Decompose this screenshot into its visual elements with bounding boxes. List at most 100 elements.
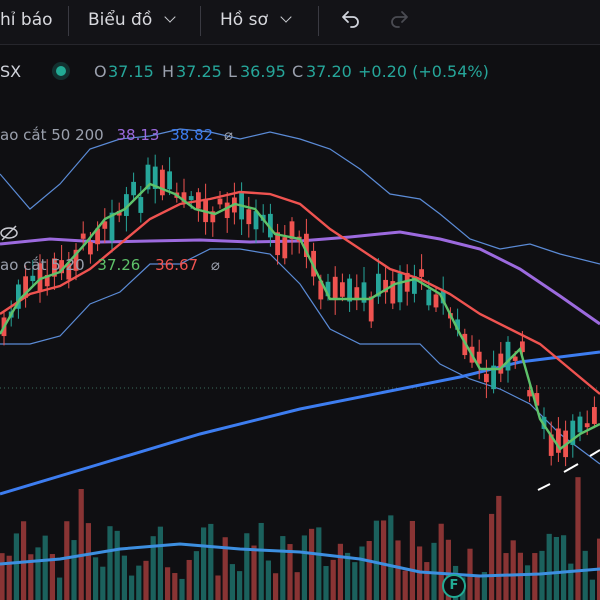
top-toolbar: hỉ báo Biểu đồ Hồ sơ xyxy=(0,0,600,45)
volume-bar xyxy=(474,575,480,600)
ma50-value: 38.13 xyxy=(116,126,160,144)
ma5-line xyxy=(0,182,600,451)
volume-bar xyxy=(265,560,271,600)
volume-bar xyxy=(165,567,171,600)
high-label: H xyxy=(162,62,175,81)
candle-body xyxy=(145,164,151,190)
volume-bar xyxy=(121,555,127,600)
candle-body xyxy=(253,211,259,230)
candle-body xyxy=(361,282,367,303)
price-chart[interactable] xyxy=(0,44,600,600)
candle-body xyxy=(433,294,439,308)
candle-body xyxy=(131,181,136,196)
eye-off-icon[interactable] xyxy=(0,222,22,244)
profile-menu[interactable]: Hồ sơ xyxy=(220,0,292,44)
candle-body xyxy=(592,407,597,424)
candle-body xyxy=(498,353,504,374)
candle-body xyxy=(426,289,432,306)
volume-bar xyxy=(136,565,142,600)
candle-body xyxy=(325,281,331,297)
crossed-eye-icon[interactable]: ⌀ xyxy=(223,126,233,144)
toolbar-divider xyxy=(200,6,201,36)
volume-bar xyxy=(244,533,250,600)
event-marker-badge[interactable]: F xyxy=(442,574,466,598)
volume-bar xyxy=(42,535,48,600)
candle-body xyxy=(80,233,86,239)
candle-body xyxy=(16,284,21,309)
volume-bar xyxy=(582,550,588,600)
candle-body xyxy=(224,202,230,219)
volume-bar xyxy=(525,565,531,600)
volume-bar xyxy=(193,551,199,600)
volume-bar xyxy=(150,536,156,600)
candle-body xyxy=(455,319,460,330)
ma20-line xyxy=(0,190,600,395)
candle-body xyxy=(476,351,482,364)
volume-bar xyxy=(489,513,495,600)
volume-bar xyxy=(6,555,12,600)
volume-bar xyxy=(237,571,243,600)
volume-bar xyxy=(553,536,559,600)
open-label: O xyxy=(94,62,107,81)
candle-body xyxy=(181,192,187,203)
candle-body xyxy=(548,434,554,456)
chevron-down-icon xyxy=(164,11,176,23)
volume-bar xyxy=(445,539,451,600)
volume-bar xyxy=(49,554,55,600)
candle-body xyxy=(52,258,57,277)
chevron-down-icon xyxy=(280,11,292,23)
candle-body xyxy=(246,209,252,225)
undo-icon[interactable] xyxy=(338,8,362,32)
ma5-value: 37.26 xyxy=(97,256,141,274)
volume-bar xyxy=(517,552,523,600)
symbol-name[interactable]: SX xyxy=(0,62,22,81)
volume-bar xyxy=(258,522,264,600)
crossed-eye-icon[interactable]: ⌀ xyxy=(210,256,220,274)
volume-bar xyxy=(496,495,502,600)
volume-bar xyxy=(273,573,279,600)
candle-body xyxy=(152,166,158,189)
ma-short-legend[interactable]: ao cắt 5 20 37.26 36.67 ⌀ xyxy=(0,254,220,276)
signal-marks xyxy=(537,449,600,491)
volume-bar xyxy=(330,559,336,600)
ma20-value: 36.67 xyxy=(155,256,199,274)
close-value: 37.20 xyxy=(306,62,352,81)
ma-long-legend[interactable]: ao cắt 50 200 38.13 38.82 ⌀ xyxy=(0,124,233,146)
candle-body xyxy=(340,282,345,297)
volume-bar xyxy=(78,489,84,600)
volume-bar xyxy=(179,578,185,600)
candle-body xyxy=(534,393,540,406)
candle-body xyxy=(88,241,93,255)
volume-bar xyxy=(100,566,106,600)
ma200-line xyxy=(0,350,600,496)
candle-body xyxy=(390,281,396,304)
volume-bar xyxy=(366,541,372,600)
candle-body xyxy=(512,356,518,361)
candle-body xyxy=(354,287,360,301)
volume-bar xyxy=(431,542,437,600)
volume-bar xyxy=(575,477,581,600)
low-label: L xyxy=(228,62,237,81)
close-label: C xyxy=(292,62,304,81)
volume-bar xyxy=(57,577,63,600)
candle-body xyxy=(37,263,43,293)
volume-bar xyxy=(129,575,135,600)
candle-body xyxy=(160,169,165,196)
volume-bar xyxy=(157,526,163,600)
volume-bar xyxy=(424,562,430,600)
volume-bar xyxy=(215,575,221,600)
volume-bar xyxy=(409,520,415,600)
candle-body xyxy=(491,365,496,390)
volume-bar xyxy=(64,521,70,600)
volume-bar xyxy=(287,544,293,600)
volume-bar xyxy=(28,554,34,600)
volume-bar xyxy=(85,523,91,600)
candle-body xyxy=(440,290,446,304)
candlesticks xyxy=(1,154,597,467)
indicators-menu[interactable]: hỉ báo xyxy=(0,0,53,44)
chart-menu[interactable]: Biểu đồ xyxy=(88,0,176,44)
candle-body xyxy=(376,273,381,297)
candle-body xyxy=(167,171,172,190)
candle-body xyxy=(59,260,64,274)
redo-icon[interactable] xyxy=(388,8,412,32)
